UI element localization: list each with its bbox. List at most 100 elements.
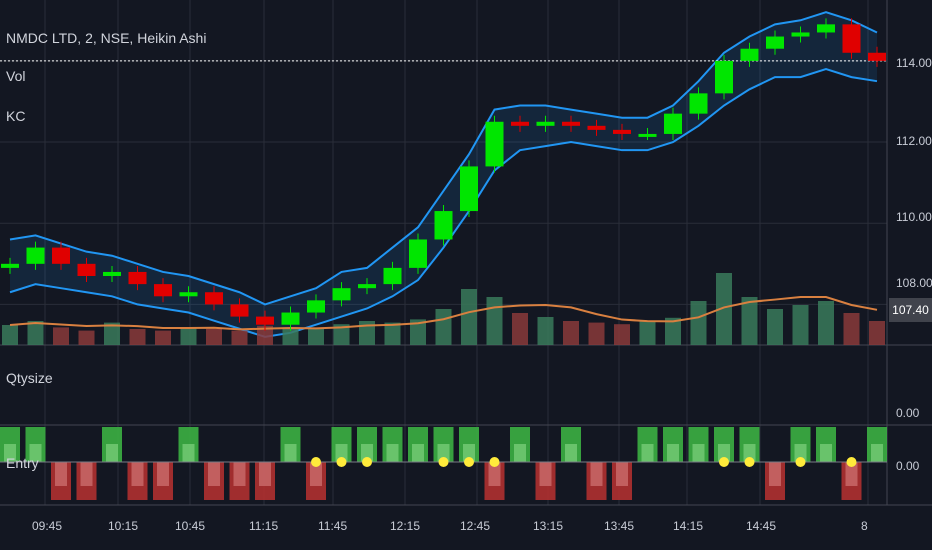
candle-body bbox=[817, 24, 835, 33]
candle-body bbox=[791, 32, 810, 37]
time-tick-label: 10:15 bbox=[108, 519, 139, 533]
kc-upper-line bbox=[9, 11, 878, 306]
time-tick-label: 12:15 bbox=[390, 519, 421, 533]
candle-body bbox=[740, 48, 759, 61]
volume-bar bbox=[716, 273, 732, 345]
volume-bar bbox=[792, 305, 809, 345]
volume-bar bbox=[563, 321, 579, 345]
volume-bar bbox=[741, 297, 758, 345]
candle-body bbox=[256, 316, 274, 325]
entry-indicator-label[interactable]: Entry bbox=[6, 455, 39, 471]
entry-signal-dot bbox=[362, 457, 372, 467]
candle-body bbox=[460, 166, 478, 212]
entry-bar-inner bbox=[208, 462, 220, 486]
volume-bar bbox=[231, 330, 248, 345]
candle-body bbox=[154, 284, 172, 297]
candle-body bbox=[868, 52, 886, 61]
candle-body bbox=[409, 239, 427, 268]
candle-body bbox=[613, 129, 631, 134]
volume-bar bbox=[53, 327, 69, 345]
entry-signal-dot bbox=[744, 457, 755, 467]
entry-bar-inner bbox=[182, 444, 195, 462]
price-tick-label: 110.00 bbox=[896, 210, 932, 224]
entry-bar-inner bbox=[4, 444, 16, 462]
volume-bar bbox=[512, 313, 528, 345]
entry-bar-inner bbox=[488, 462, 501, 486]
entry-bar-inner bbox=[539, 462, 552, 486]
candle-body bbox=[1, 263, 19, 268]
kc-band-fill bbox=[10, 12, 877, 337]
volume-bar bbox=[359, 321, 375, 345]
candle-body bbox=[689, 93, 708, 114]
volume-bar bbox=[869, 321, 885, 345]
time-tick-label: 12:45 bbox=[460, 519, 491, 533]
entry-bar-inner bbox=[743, 444, 756, 462]
entry-bar-inner bbox=[514, 444, 526, 462]
entry-bar-inner bbox=[820, 444, 832, 462]
candle-body bbox=[842, 24, 861, 53]
candle-body bbox=[230, 304, 249, 317]
candle-body bbox=[536, 121, 555, 126]
entry-bar-inner bbox=[463, 444, 475, 462]
candle-body bbox=[307, 300, 325, 313]
time-tick-label: 14:15 bbox=[673, 519, 704, 533]
entry-bar-inner bbox=[131, 462, 144, 486]
entry-bar-inner bbox=[386, 444, 399, 462]
current-price-tag: 107.40 bbox=[889, 298, 932, 322]
entry-bar-inner bbox=[641, 444, 654, 462]
time-tick-label: 11:45 bbox=[318, 519, 348, 533]
volume-bar bbox=[180, 327, 197, 345]
candle-body bbox=[77, 263, 96, 276]
time-tick-label: 10:45 bbox=[175, 519, 206, 533]
entry-bar-inner bbox=[106, 444, 118, 462]
volume-bar bbox=[461, 289, 477, 345]
candle-body bbox=[205, 292, 223, 305]
entry-bar-inner bbox=[565, 444, 577, 462]
candle-body bbox=[26, 247, 45, 264]
volume-bar bbox=[333, 324, 350, 345]
time-tick-label: 13:15 bbox=[533, 519, 564, 533]
entry-bar-inner bbox=[310, 462, 322, 486]
qtysize-indicator-label[interactable]: Qtysize bbox=[6, 370, 53, 386]
volume-bar bbox=[155, 330, 171, 345]
entry-bar-inner bbox=[284, 444, 297, 462]
volume-bar bbox=[384, 322, 401, 345]
candle-body bbox=[103, 271, 121, 276]
entry-bar-inner bbox=[437, 444, 450, 462]
volume-bar bbox=[690, 301, 707, 345]
entry-bar-inner bbox=[412, 444, 424, 462]
volume-bar bbox=[308, 329, 324, 345]
volume-bar bbox=[588, 322, 605, 345]
entry-signal-dot bbox=[489, 457, 500, 467]
volume-bar bbox=[639, 321, 656, 345]
entry-bar-inner bbox=[55, 462, 67, 486]
entry-bar-inner bbox=[616, 462, 628, 486]
candle-body bbox=[715, 60, 733, 94]
entry-signal-dot bbox=[464, 457, 474, 467]
entry-bar-inner bbox=[692, 444, 705, 462]
entry-bar-inner bbox=[29, 444, 42, 462]
entry-bar-inner bbox=[361, 444, 373, 462]
volume-bar bbox=[78, 330, 95, 345]
candle-body bbox=[511, 121, 529, 126]
volume-bar bbox=[614, 324, 630, 345]
volume-ma-line bbox=[9, 296, 878, 331]
candle-body bbox=[638, 133, 657, 137]
candle-body bbox=[332, 288, 351, 301]
candle-body bbox=[281, 312, 300, 325]
volume-indicator-label[interactable]: Vol bbox=[6, 68, 26, 84]
volume-bar bbox=[104, 322, 120, 345]
price-tick-label: 108.00 bbox=[896, 276, 932, 290]
entry-signal-dot bbox=[719, 457, 729, 467]
entry-bar-inner bbox=[769, 462, 781, 486]
chart-title: NMDC LTD, 2, NSE, Heikin Ashi bbox=[6, 30, 207, 46]
entry-bar-inner bbox=[794, 444, 807, 462]
keltner-channel-label[interactable]: KC bbox=[6, 108, 26, 124]
entry-bar-inner bbox=[157, 462, 169, 486]
volume-bar bbox=[818, 301, 834, 345]
volume-bar bbox=[27, 321, 44, 345]
volume-bar bbox=[843, 313, 860, 345]
entry-bar-inner bbox=[590, 462, 603, 486]
candle-body bbox=[664, 113, 682, 134]
